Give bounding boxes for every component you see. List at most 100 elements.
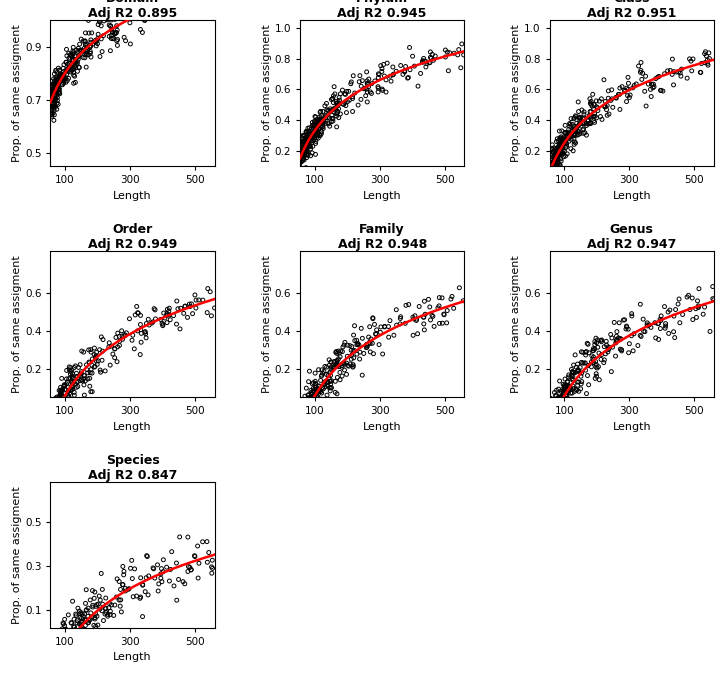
Point [300, 396, 311, 406]
Point [589, 339, 601, 350]
Point [133, 308, 144, 319]
Point [584, 111, 596, 122]
Point [50, 396, 61, 406]
Point [549, 151, 561, 162]
Point [549, 387, 560, 398]
Point [48, 396, 59, 406]
Point [47, 627, 58, 638]
Point [311, 381, 322, 392]
Point [412, 328, 423, 339]
Point [48, 84, 59, 95]
Point [583, 118, 595, 129]
Point [333, 348, 345, 358]
Point [79, 371, 90, 381]
Point [299, 146, 311, 157]
Point [82, 618, 94, 628]
Point [681, 73, 693, 84]
Point [570, 129, 581, 140]
Point [662, 65, 673, 76]
Point [554, 396, 566, 406]
Point [624, 90, 636, 101]
Point [63, 396, 74, 406]
Point [102, 611, 113, 622]
Point [51, 627, 63, 638]
Point [314, 111, 325, 122]
Point [395, 60, 407, 71]
Point [48, 79, 59, 90]
Point [337, 342, 349, 352]
Point [419, 55, 430, 66]
Point [55, 69, 66, 80]
Point [303, 396, 314, 406]
Point [163, 306, 174, 317]
Point [572, 121, 583, 132]
Point [590, 113, 602, 124]
Point [552, 136, 564, 146]
Point [296, 146, 308, 157]
Point [79, 620, 91, 631]
Point [360, 90, 371, 101]
Point [301, 134, 313, 144]
Point [426, 310, 438, 321]
Point [572, 97, 584, 107]
Point [73, 61, 84, 72]
Y-axis label: Prop. of same assigment: Prop. of same assigment [262, 24, 272, 162]
Point [550, 390, 562, 401]
Point [677, 309, 689, 320]
Point [318, 383, 329, 394]
Point [57, 74, 68, 84]
Point [68, 67, 79, 78]
Point [425, 52, 436, 63]
Point [589, 373, 601, 384]
Point [561, 131, 572, 142]
Point [590, 101, 602, 112]
Point [110, 591, 122, 602]
Point [583, 339, 594, 350]
Point [331, 388, 342, 399]
Point [66, 371, 78, 381]
Point [59, 614, 71, 625]
Point [559, 396, 570, 406]
Point [84, 358, 95, 369]
Point [176, 9, 187, 20]
Point [53, 396, 64, 406]
Point [67, 377, 79, 387]
Point [47, 396, 58, 406]
Point [66, 627, 78, 638]
Point [74, 375, 86, 386]
Point [46, 627, 58, 638]
Point [368, 348, 379, 359]
Point [549, 161, 560, 172]
Point [129, 10, 141, 21]
Point [364, 337, 376, 348]
Point [52, 627, 63, 638]
Point [324, 103, 336, 114]
Point [331, 355, 342, 366]
Point [346, 350, 358, 360]
Point [644, 319, 655, 330]
Point [568, 134, 580, 144]
Point [320, 110, 332, 121]
Point [53, 627, 64, 638]
Point [686, 65, 697, 76]
Point [687, 53, 699, 64]
Point [101, 9, 112, 20]
Point [347, 362, 358, 373]
Point [552, 396, 564, 406]
Point [83, 344, 94, 355]
Point [565, 396, 577, 406]
Point [105, 11, 117, 22]
Point [598, 342, 610, 352]
Point [48, 69, 60, 80]
Point [316, 115, 327, 126]
Point [302, 148, 314, 159]
Point [92, 599, 104, 610]
Point [63, 59, 75, 70]
Point [47, 396, 58, 406]
Point [563, 396, 575, 406]
Point [622, 84, 634, 95]
Point [142, 11, 154, 22]
Point [81, 627, 92, 638]
Point [56, 74, 68, 84]
Point [306, 389, 318, 400]
